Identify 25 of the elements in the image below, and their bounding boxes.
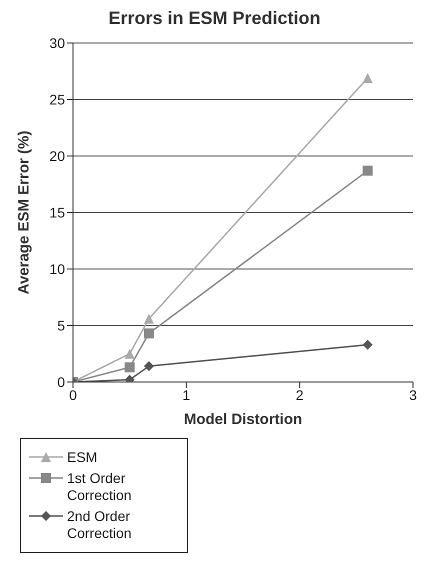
y-tick-label: 20 [49, 148, 66, 164]
legend-label: ESM [67, 449, 98, 466]
y-axis-title: Average ESM Error (%) [15, 130, 32, 294]
legend-label: 1st Order Correction [67, 470, 133, 504]
point [144, 361, 154, 372]
point [124, 362, 135, 372]
y-tick-label: 30 [49, 34, 66, 51]
chart-title: Errors in ESM Prediction [107, 8, 322, 29]
point [124, 348, 135, 359]
x-tick-label: 3 [409, 386, 418, 403]
y-tick-label: 15 [49, 204, 66, 220]
point [144, 328, 154, 338]
point [362, 340, 373, 350]
y-tick-label: 25 [49, 91, 66, 108]
x-tick-label: 0 [69, 386, 78, 403]
point [144, 314, 154, 324]
y-tick-label: 5 [57, 317, 66, 334]
y-tick-label: 0 [57, 374, 66, 390]
y-tick-label: 10 [49, 260, 66, 277]
point [362, 166, 373, 176]
point [362, 73, 373, 84]
legend-label: 2nd Order Correction [67, 508, 133, 542]
x-axis-title: Model Distortion [184, 411, 302, 428]
x-tick-label: 2 [296, 386, 304, 403]
x-tick-label: 1 [182, 386, 190, 403]
